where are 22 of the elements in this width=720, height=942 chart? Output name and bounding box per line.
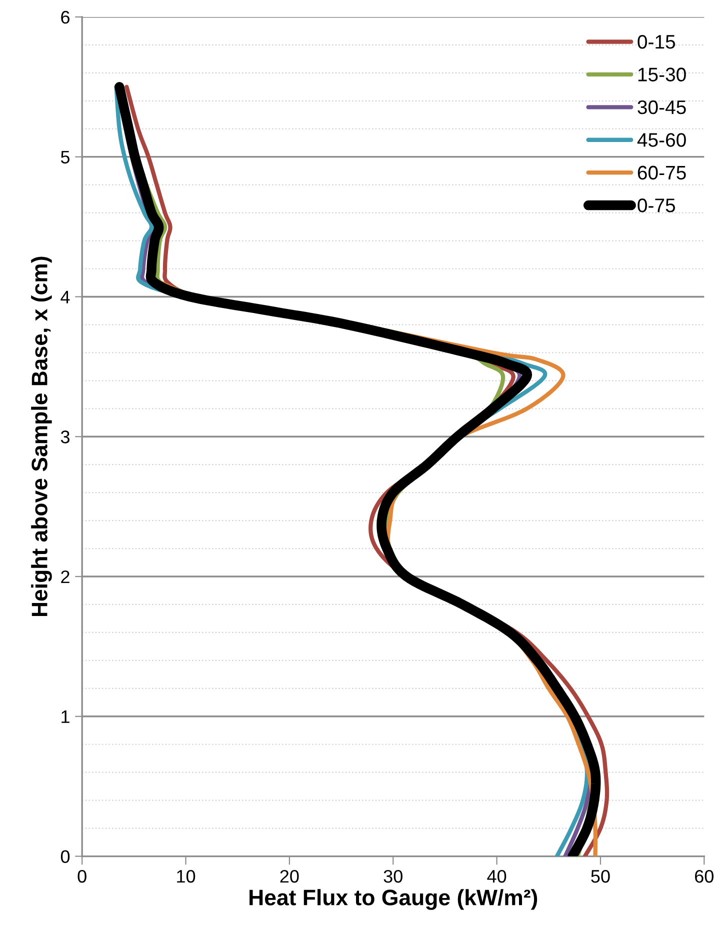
y-tick-label: 6 bbox=[61, 10, 70, 24]
y-tick-label: 0 bbox=[60, 850, 70, 863]
y-axis-title: Height above Sample Base, x (cm) bbox=[31, 256, 52, 616]
y-tick-label: 1 bbox=[62, 710, 70, 723]
legend-label: 0-15 bbox=[638, 34, 676, 49]
x-tick-label: 50 bbox=[591, 870, 610, 883]
legend-label: 30-45 bbox=[638, 100, 686, 114]
x-axis-title: Heat Flux to Gauge (kW/m²) bbox=[250, 889, 538, 910]
y-tick-label: 3 bbox=[60, 430, 70, 444]
legend-label: 15-30 bbox=[638, 68, 686, 82]
x-tick-label: 30 bbox=[384, 870, 402, 883]
x-tick-label: 0 bbox=[78, 870, 86, 883]
y-tick-label: 4 bbox=[60, 290, 70, 304]
x-tick-label: 60 bbox=[695, 870, 714, 883]
legend-label: 0-75 bbox=[638, 198, 676, 212]
y-tick-label: 5 bbox=[60, 150, 70, 164]
legend-label: 45-60 bbox=[637, 133, 686, 147]
x-tick-label: 40 bbox=[487, 870, 506, 883]
legend-label: 60-75 bbox=[638, 166, 686, 180]
y-tick-label: 2 bbox=[61, 570, 70, 584]
x-tick-label: 20 bbox=[280, 870, 299, 883]
x-tick-label: 10 bbox=[177, 870, 196, 883]
